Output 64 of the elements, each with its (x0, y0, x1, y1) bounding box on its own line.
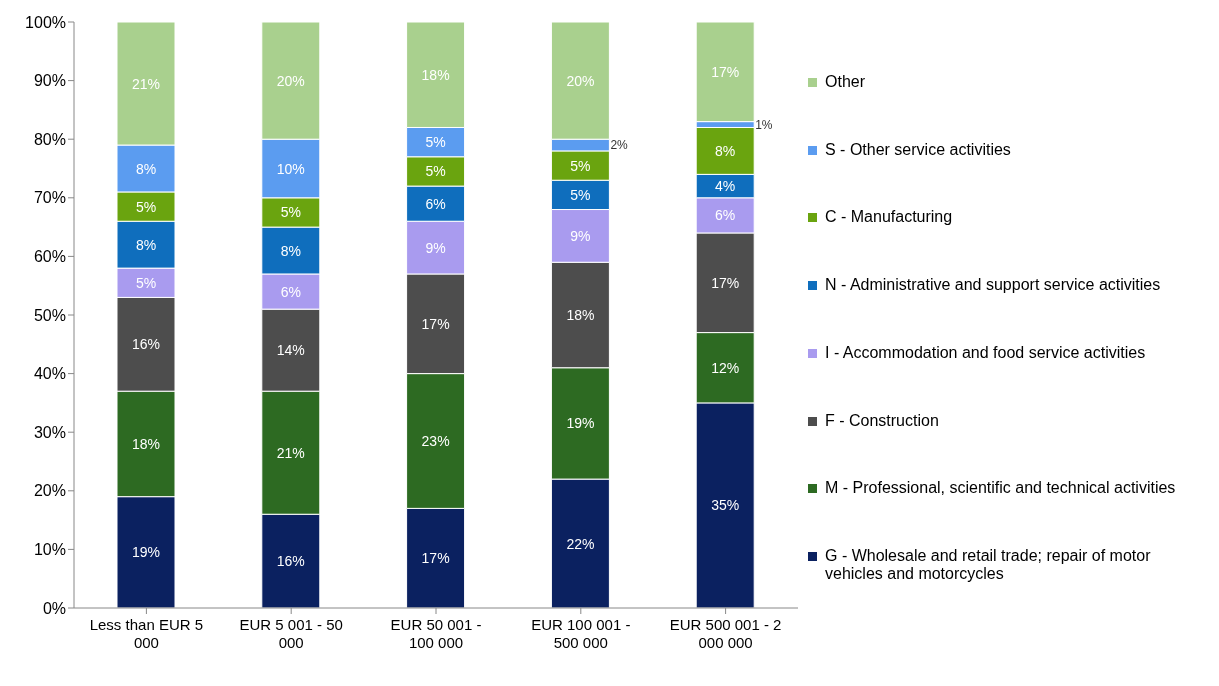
data-label: 20% (566, 72, 595, 89)
data-label: 5% (425, 134, 446, 151)
data-label: 18% (566, 307, 595, 323)
legend-label: I - Accommodation and food service activities (825, 343, 1146, 362)
data-label: 5% (570, 157, 591, 174)
data-label: 5% (135, 274, 157, 291)
data-label: 8% (135, 160, 157, 177)
legend-label: G - Wholesale and retail trade; repair of motor vehicles and motorcycles (825, 547, 1152, 584)
legend-label: S - Other service activities (825, 140, 1011, 159)
data-label: 6% (280, 283, 301, 300)
data-label: 17% (421, 315, 450, 332)
y-tick-label: 80% (33, 130, 66, 148)
data-label: 18% (131, 435, 161, 452)
data-label: 14% (276, 342, 305, 359)
y-tick-label: 90% (33, 72, 66, 90)
data-label: 1% (755, 117, 773, 132)
data-label: 10% (276, 160, 305, 177)
data-label: 22% (566, 535, 595, 552)
data-label: 6% (425, 195, 446, 212)
data-label: 21% (276, 444, 305, 461)
data-label: 17% (711, 63, 740, 80)
data-label: 8% (280, 242, 301, 259)
data-label: 9% (425, 239, 446, 256)
x-tick-label: EUR 5 001 - 50 000 (239, 616, 343, 651)
data-label: 16% (131, 336, 161, 353)
data-label: 20% (276, 72, 305, 89)
y-tick-label: 70% (33, 189, 66, 207)
y-tick-label: 20% (33, 482, 66, 500)
data-label: 5% (425, 163, 446, 180)
data-label: 6% (715, 207, 736, 224)
data-label: 4% (715, 178, 736, 195)
legend-label: F - Construction (825, 411, 939, 430)
legend-label: C - Manufacturing (825, 208, 953, 227)
data-label: 17% (421, 550, 450, 567)
data-label: 19% (131, 544, 161, 561)
data-label: 12% (711, 359, 740, 376)
data-label: 19% (566, 415, 595, 432)
data-label: 35% (711, 497, 740, 514)
legend-label: M - Professional, scientific and technical activities (825, 479, 1176, 498)
x-tick-label: Less than EUR 5 000 (89, 616, 204, 651)
data-label: 2% (610, 138, 629, 153)
y-tick-label: 30% (33, 423, 66, 441)
x-tick-label: EUR 50 001 - 100 000 (390, 616, 482, 651)
data-label: 23% (421, 432, 450, 449)
data-label: 5% (280, 204, 301, 221)
legend-label: Other (825, 72, 866, 91)
y-tick-label: 50% (33, 306, 66, 324)
data-label: 8% (135, 236, 157, 253)
legend-label: N - Administrative and support service activities (825, 276, 1161, 295)
y-tick-label: 10% (33, 541, 66, 559)
data-label: 18% (421, 66, 450, 83)
y-tick-label: 100% (25, 13, 66, 31)
y-tick-label: 40% (33, 365, 66, 383)
x-tick-label: EUR 100 001 - 500 000 (531, 616, 631, 651)
data-label: 8% (715, 142, 736, 159)
y-tick-label: 60% (33, 248, 66, 266)
data-label: 21% (131, 75, 161, 92)
data-label: 17% (711, 274, 740, 291)
data-label: 5% (135, 198, 157, 215)
x-tick-label: EUR 500 001 - 2 000 000 (669, 616, 782, 651)
y-tick-label: 0% (42, 599, 66, 617)
data-label: 5% (570, 186, 591, 203)
data-label: 9% (570, 227, 591, 244)
data-label: 16% (276, 553, 305, 570)
